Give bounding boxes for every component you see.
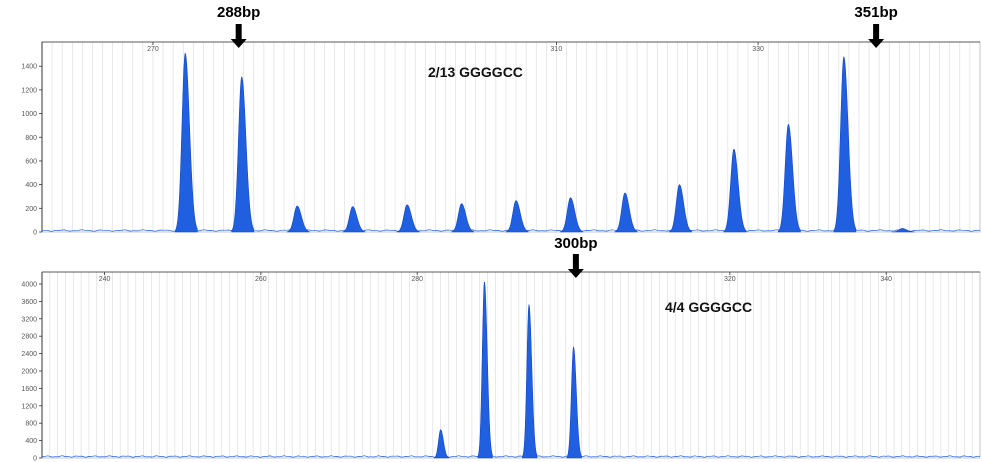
y-tick-label: 4000 [21, 282, 37, 289]
peak-13 [833, 55, 857, 233]
y-tick-label: 400 [25, 438, 37, 445]
repeat-annotation: 2/13 GGGGCC [428, 64, 523, 80]
panel-1: 0 200 400 600 800 1000 1200 1400 270 310 330 2/13 G… [21, 4, 981, 237]
x-tick-label: 280 [411, 276, 423, 283]
baseline-trace [41, 455, 981, 458]
x-tick-label: 330 [752, 46, 764, 53]
y-tick-label: 1200 [21, 87, 37, 94]
x-tick-label: 310 [551, 46, 563, 53]
y-tick-label: 600 [25, 158, 37, 165]
grid-lines [41, 272, 981, 458]
y-tick-label: 0 [33, 456, 37, 462]
peak-6 [451, 203, 474, 233]
y-tick-label: 0 [33, 230, 37, 237]
peak-2 [231, 76, 255, 233]
size-marker: 351bp [854, 4, 898, 48]
peak-9 [614, 192, 638, 233]
x-tick-label: 320 [724, 276, 736, 283]
y-tick-label: 2400 [21, 351, 37, 358]
peak-2 [477, 281, 493, 459]
peak-4 [566, 346, 582, 459]
peak-12 [777, 123, 801, 233]
marker-arrow-head [230, 39, 247, 48]
peak-3 [286, 205, 310, 233]
y-tick-label: 2800 [21, 334, 37, 341]
marker-arrow-head [868, 39, 885, 48]
x-tick-label: 340 [880, 276, 892, 283]
marker-arrow-head [567, 269, 584, 278]
marker-arrow-shaft [873, 24, 880, 40]
y-tick-label: 1000 [21, 111, 37, 118]
y-tick-label: 2000 [21, 369, 37, 376]
y-tick-label: 1200 [21, 403, 37, 410]
y-tick-label: 1400 [21, 64, 37, 71]
marker-label: 351bp [854, 4, 897, 21]
y-tick-label: 400 [25, 182, 37, 189]
y-tick-label: 3600 [21, 299, 37, 306]
x-tick-label: 270 [147, 46, 159, 53]
marker-label: 300bp [554, 235, 597, 252]
peak-4 [342, 206, 366, 233]
peak-1 [433, 429, 449, 459]
y-tick-label: 200 [25, 206, 37, 213]
peak-8 [560, 197, 583, 233]
peak-10 [669, 184, 692, 233]
peak-14 [891, 228, 915, 233]
y-tick-label: 3200 [21, 316, 37, 323]
size-marker: 300bp [554, 235, 598, 278]
repeat-annotation: 4/4 GGGGCC [665, 299, 752, 315]
peak-7 [505, 200, 529, 233]
panel-2: 0 400 800 1200 1600 2000 2400 2800 3200 3600 4000 2… [21, 235, 981, 462]
size-marker: 288bp [217, 4, 260, 48]
marker-arrow-shaft [235, 24, 242, 40]
y-tick-label: 1600 [21, 386, 37, 393]
marker-label: 288bp [217, 4, 260, 21]
x-tick-label: 240 [99, 276, 111, 283]
peak-11 [723, 148, 747, 233]
peak-5 [396, 204, 420, 233]
peak-3 [522, 303, 538, 459]
marker-arrow-shaft [572, 254, 579, 270]
peak-1 [174, 52, 198, 233]
x-tick-label: 260 [255, 276, 267, 283]
y-tick-label: 800 [25, 421, 37, 428]
y-tick-label: 800 [25, 135, 37, 142]
